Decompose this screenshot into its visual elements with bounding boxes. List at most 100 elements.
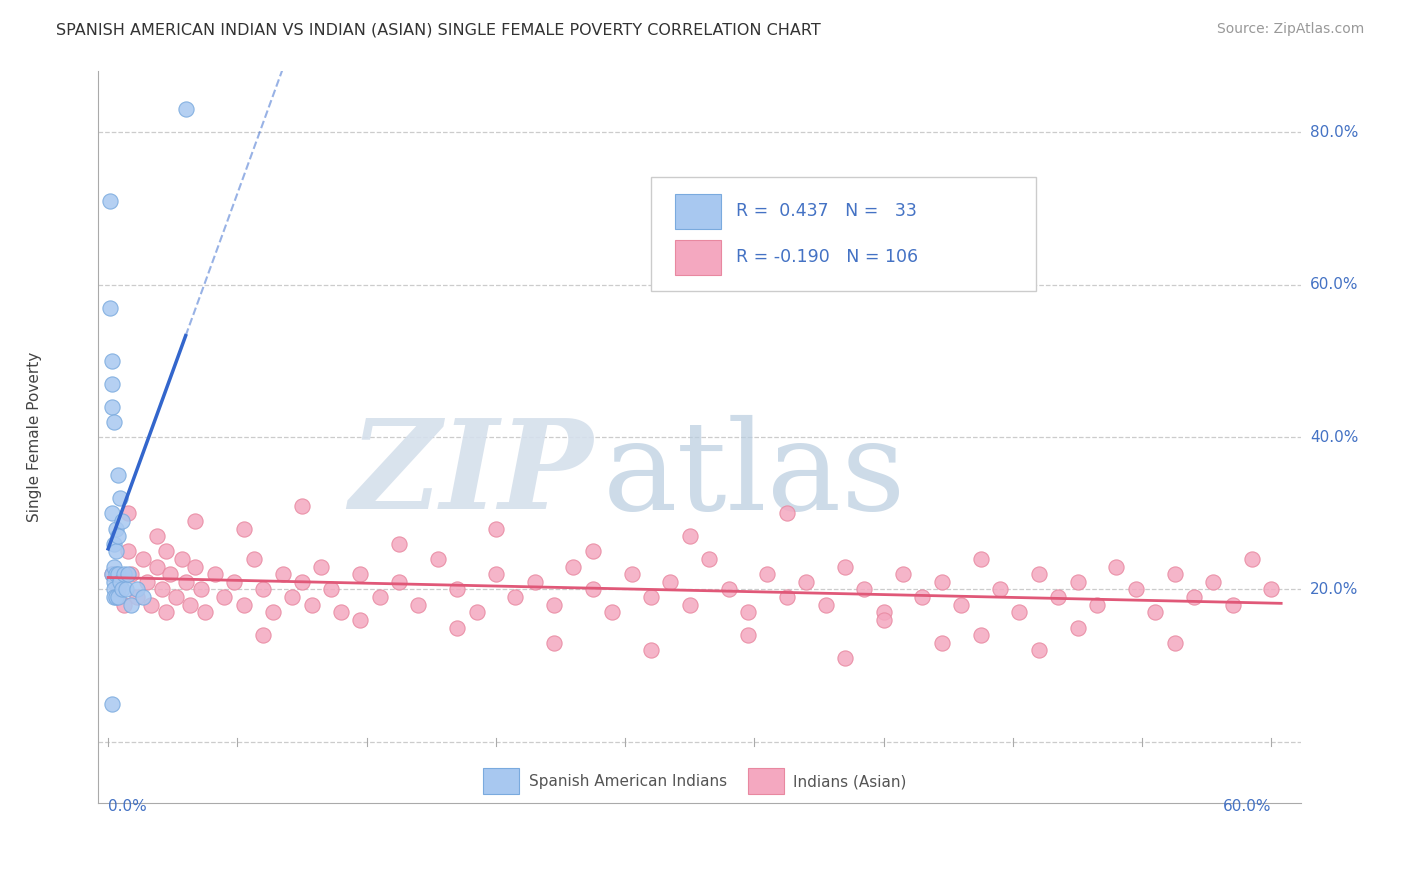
Point bbox=[1066, 621, 1088, 635]
Point bbox=[104, 544, 127, 558]
Point bbox=[1182, 590, 1205, 604]
Text: Spanish American Indians: Spanish American Indians bbox=[529, 774, 727, 789]
Point bbox=[640, 590, 662, 604]
Point bbox=[1260, 582, 1282, 597]
Point bbox=[107, 582, 129, 597]
Point bbox=[159, 567, 181, 582]
Point bbox=[465, 605, 488, 619]
Point bbox=[103, 415, 125, 429]
Point bbox=[111, 582, 134, 597]
Point bbox=[98, 301, 121, 315]
Point bbox=[834, 651, 856, 665]
Point bbox=[679, 529, 702, 543]
Point bbox=[1085, 598, 1108, 612]
Point bbox=[950, 598, 973, 612]
FancyBboxPatch shape bbox=[651, 178, 1036, 291]
Text: 80.0%: 80.0% bbox=[1310, 125, 1358, 140]
Point bbox=[319, 582, 342, 597]
Point bbox=[503, 590, 526, 604]
Point bbox=[120, 567, 142, 582]
Point bbox=[101, 506, 124, 520]
Point bbox=[388, 574, 411, 589]
Point bbox=[104, 521, 127, 535]
Text: SPANISH AMERICAN INDIAN VS INDIAN (ASIAN) SINGLE FEMALE POVERTY CORRELATION CHAR: SPANISH AMERICAN INDIAN VS INDIAN (ASIAN… bbox=[56, 22, 821, 37]
Point bbox=[853, 582, 876, 597]
Text: 20.0%: 20.0% bbox=[1310, 582, 1358, 597]
Point bbox=[101, 400, 124, 414]
Bar bbox=[748, 768, 783, 794]
Text: R =  0.437   N =   33: R = 0.437 N = 33 bbox=[735, 202, 917, 220]
Point bbox=[582, 544, 605, 558]
Point bbox=[1028, 643, 1050, 657]
Point bbox=[697, 552, 720, 566]
Point bbox=[1163, 636, 1185, 650]
Point bbox=[179, 598, 201, 612]
Point bbox=[127, 582, 149, 597]
Point bbox=[107, 590, 129, 604]
Point bbox=[104, 590, 127, 604]
Point bbox=[776, 506, 799, 520]
Bar bbox=[484, 768, 519, 794]
Point bbox=[184, 514, 207, 528]
Point bbox=[301, 598, 323, 612]
Point bbox=[271, 567, 294, 582]
Point bbox=[931, 636, 953, 650]
Text: ZIP: ZIP bbox=[349, 415, 593, 536]
Point bbox=[1202, 574, 1225, 589]
Point bbox=[101, 697, 124, 711]
Point bbox=[1028, 567, 1050, 582]
Point bbox=[107, 529, 129, 543]
Point bbox=[349, 567, 371, 582]
Point bbox=[911, 590, 934, 604]
Point bbox=[112, 567, 135, 582]
Point bbox=[108, 491, 131, 505]
Text: 40.0%: 40.0% bbox=[1310, 430, 1358, 444]
Point bbox=[103, 574, 125, 589]
Point bbox=[103, 582, 125, 597]
Point bbox=[1066, 574, 1088, 589]
Bar bbox=[675, 240, 721, 275]
Bar bbox=[675, 194, 721, 228]
Point bbox=[107, 567, 129, 582]
Point bbox=[281, 590, 304, 604]
Point bbox=[120, 598, 142, 612]
Point bbox=[329, 605, 352, 619]
Point bbox=[117, 544, 139, 558]
Point bbox=[1144, 605, 1167, 619]
Text: Source: ZipAtlas.com: Source: ZipAtlas.com bbox=[1216, 22, 1364, 37]
Point bbox=[165, 590, 187, 604]
Point bbox=[117, 506, 139, 520]
Point bbox=[184, 559, 207, 574]
Point bbox=[659, 574, 682, 589]
Point bbox=[103, 537, 125, 551]
Text: 60.0%: 60.0% bbox=[1310, 277, 1358, 293]
Point bbox=[101, 567, 124, 582]
Point bbox=[543, 636, 565, 650]
Point bbox=[132, 590, 155, 604]
Point bbox=[204, 567, 226, 582]
Point bbox=[737, 628, 759, 642]
Point bbox=[523, 574, 546, 589]
Point bbox=[262, 605, 284, 619]
Point bbox=[155, 605, 177, 619]
Point bbox=[101, 354, 124, 368]
Text: 60.0%: 60.0% bbox=[1223, 799, 1271, 814]
Point bbox=[873, 613, 896, 627]
Point bbox=[114, 582, 136, 597]
Text: Indians (Asian): Indians (Asian) bbox=[793, 774, 907, 789]
Point bbox=[1105, 559, 1128, 574]
Point bbox=[155, 544, 177, 558]
Point bbox=[139, 598, 162, 612]
Point bbox=[543, 598, 565, 612]
Point bbox=[1222, 598, 1244, 612]
Point bbox=[814, 598, 837, 612]
Point bbox=[737, 605, 759, 619]
Point bbox=[446, 621, 468, 635]
Text: 0.0%: 0.0% bbox=[108, 799, 146, 814]
Point bbox=[232, 598, 254, 612]
Point bbox=[117, 567, 139, 582]
Point bbox=[562, 559, 585, 574]
Point bbox=[1047, 590, 1070, 604]
Point bbox=[485, 567, 508, 582]
Point bbox=[101, 567, 124, 582]
